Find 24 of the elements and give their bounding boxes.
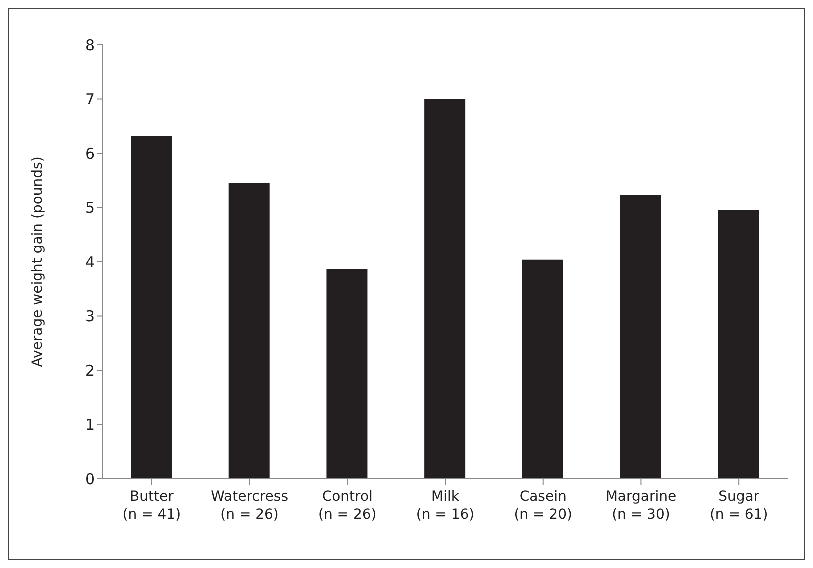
y-tick-label: 0: [85, 470, 95, 488]
x-tick-label: Casein (n = 20): [514, 489, 572, 523]
bar: [228, 183, 270, 479]
x-tick-label: Butter (n = 41): [122, 489, 182, 523]
y-axis-title: Average weight gain (pounds): [30, 156, 46, 368]
y-tick-label: 2: [85, 362, 95, 380]
bar: [131, 136, 172, 479]
y-tick-label: 6: [85, 144, 95, 163]
bar: [620, 195, 662, 479]
bar: [522, 260, 564, 479]
x-tick-label: Margarine (n = 30): [606, 489, 677, 523]
x-tick-label: Milk (n = 16): [416, 489, 475, 523]
y-tick-label: 5: [85, 199, 95, 218]
x-tick-label: Control (n = 26): [318, 489, 377, 523]
y-tick-label: 1: [85, 416, 95, 434]
y-tick-label: 7: [85, 90, 95, 109]
bar: [424, 99, 466, 479]
y-tick-label: 3: [85, 308, 95, 326]
y-tick-label: 4: [85, 253, 95, 272]
bar: [326, 269, 368, 479]
x-tick-label: Watercress (n = 26): [211, 489, 289, 523]
bar: [718, 210, 760, 479]
y-tick-label: 8: [85, 36, 95, 54]
x-tick-label: Sugar (n = 61): [710, 489, 768, 523]
